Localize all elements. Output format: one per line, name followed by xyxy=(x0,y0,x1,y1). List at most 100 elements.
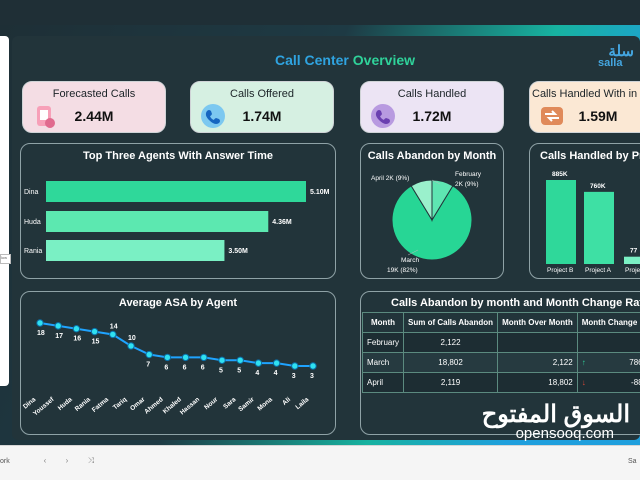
taskbar-right-text: Sa xyxy=(628,458,637,465)
kpi-label: Forecasted Calls xyxy=(52,88,136,100)
pie-label-april: April 2K (9%) xyxy=(371,175,409,182)
bar-value-label: 885K xyxy=(552,171,568,178)
table-row: February 2,122 xyxy=(361,332,640,353)
asa-point xyxy=(90,327,99,336)
phone-ring-icon xyxy=(201,104,225,128)
chart-title: Calls Abandon by month and Month Change … xyxy=(391,297,640,309)
asa-point xyxy=(127,342,135,350)
pie-slice-march xyxy=(391,185,473,261)
asa-category-label: Rania xyxy=(74,396,92,413)
asa-point xyxy=(145,350,153,359)
asa-value-label: 4 xyxy=(274,370,278,377)
asa-value-label: 5 xyxy=(219,367,223,374)
bar-huda xyxy=(46,211,269,232)
kpi-value: 1.74M xyxy=(242,108,282,124)
cell-sum: 18,802 xyxy=(403,352,499,373)
asa-category-label: Mona xyxy=(256,396,274,413)
bar-rania xyxy=(46,240,225,261)
pie-label-february-value: 2K (9%) xyxy=(455,181,478,188)
arrow-up-icon: ↑ xyxy=(581,358,586,367)
pie-label-march-value: 19K (82%) xyxy=(387,267,418,274)
asa-point xyxy=(109,330,117,339)
kpi-forecasted-calls[interactable]: Forecasted Calls 2.44M xyxy=(22,81,166,133)
col-header-sum[interactable]: Sum of Calls Abandon xyxy=(403,312,499,333)
bar-category-label: Rania xyxy=(24,248,42,255)
kpi-calls-handled[interactable]: Calls Handled 1.72M xyxy=(360,81,504,133)
asa-point xyxy=(36,319,44,327)
cell-month: April xyxy=(361,372,405,393)
cell-change: ↑ 786. xyxy=(576,352,640,373)
asa-category-label: Huda xyxy=(57,396,74,412)
kpi-calls-offered[interactable]: Calls Offered 1.74M xyxy=(190,81,334,133)
cell-mom xyxy=(497,332,578,353)
bar-category-label: Proje xyxy=(625,267,640,274)
asa-category-label: Fatma xyxy=(91,396,110,414)
pie-label-march: March xyxy=(401,257,419,264)
left-panel-edge xyxy=(0,36,9,386)
bar-dina xyxy=(46,181,306,202)
asa-category-label: Sara xyxy=(222,396,238,411)
phone-hand-icon xyxy=(37,106,55,128)
kpi-label: Calls Handled With in Th xyxy=(532,88,640,100)
side-tag: low xyxy=(0,254,11,264)
pie-leader-line xyxy=(407,249,419,256)
asa-value-label: 7 xyxy=(146,362,150,369)
asa-point xyxy=(54,322,62,330)
bar-category-label: Huda xyxy=(24,219,41,226)
nav-prev-icon[interactable]: ‹ xyxy=(43,456,47,465)
asa-value-label: 3 xyxy=(292,373,296,380)
opensooq-watermark: السوق المفتوح opensooq.com xyxy=(481,401,630,442)
asa-category-label: Youssef xyxy=(32,396,56,418)
chart-title: Calls Abandon by Month xyxy=(367,150,497,162)
kpi-value: 1.72M xyxy=(412,108,452,124)
asa-point xyxy=(309,362,317,370)
cell-mom: 2,122 xyxy=(497,352,578,373)
asa-point xyxy=(181,353,190,362)
asa-value-label: 10 xyxy=(128,335,136,342)
col-header-mom[interactable]: Month Over Month xyxy=(497,312,578,333)
kpi-calls-handled-within[interactable]: Calls Handled With in Th 1.59M xyxy=(529,81,640,133)
asa-category-label: Ahmed xyxy=(143,396,164,416)
asa-value-label: 18 xyxy=(37,330,45,337)
col-header-change[interactable]: Month Change P xyxy=(576,312,640,333)
dashboard-title: Call Center Overview xyxy=(274,52,416,68)
asa-point xyxy=(218,356,226,364)
bar-proje xyxy=(624,256,640,264)
asa-category-label: Tariq xyxy=(112,396,128,411)
bar-project-a xyxy=(584,191,614,264)
kpi-label: Calls Offered xyxy=(230,88,294,100)
asa-value-label: 6 xyxy=(164,364,168,371)
asa-value-label: 14 xyxy=(110,323,118,330)
bottom-taskbar: ork ‹ › ⤨ Sa xyxy=(0,445,640,480)
brand-logo: سلة salla xyxy=(598,43,634,69)
kpi-value: 1.59M xyxy=(578,108,618,124)
asa-category-label: Laila xyxy=(294,396,310,411)
bar-value-label: 5.10M xyxy=(310,189,330,196)
phone-transfer-icon xyxy=(541,107,563,125)
bar-value-label: 4.36M xyxy=(272,219,292,226)
col-header-month[interactable]: Month xyxy=(361,312,405,333)
asa-point xyxy=(200,353,208,362)
asa-point xyxy=(254,359,263,367)
kpi-value: 2.44M xyxy=(74,108,114,124)
asa-value-label: 4 xyxy=(255,370,259,377)
table-row: March 18,802 2,122 ↑ 786. xyxy=(361,352,640,373)
asa-category-label: Samir xyxy=(237,396,256,413)
asa-point xyxy=(163,353,172,362)
bar-value-label: 3.50M xyxy=(228,248,248,255)
chart-title: Average ASA by Agent xyxy=(118,297,238,309)
cell-change: ↓ -88. xyxy=(576,372,640,393)
shuffle-icon[interactable]: ⤨ xyxy=(87,456,95,465)
asa-value-label: 16 xyxy=(73,336,81,343)
asa-category-label: Ali xyxy=(281,396,292,407)
pie-label-february: February xyxy=(455,171,482,178)
asa-series-line xyxy=(39,322,313,367)
asa-value-label: 3 xyxy=(310,373,314,380)
nav-next-icon[interactable]: › xyxy=(65,456,69,465)
pie-leader-line xyxy=(431,179,441,185)
bar-category-label: Project A xyxy=(585,267,612,274)
asa-category-label: Nour xyxy=(203,396,219,411)
taskbar-left-text: ork xyxy=(0,458,10,465)
